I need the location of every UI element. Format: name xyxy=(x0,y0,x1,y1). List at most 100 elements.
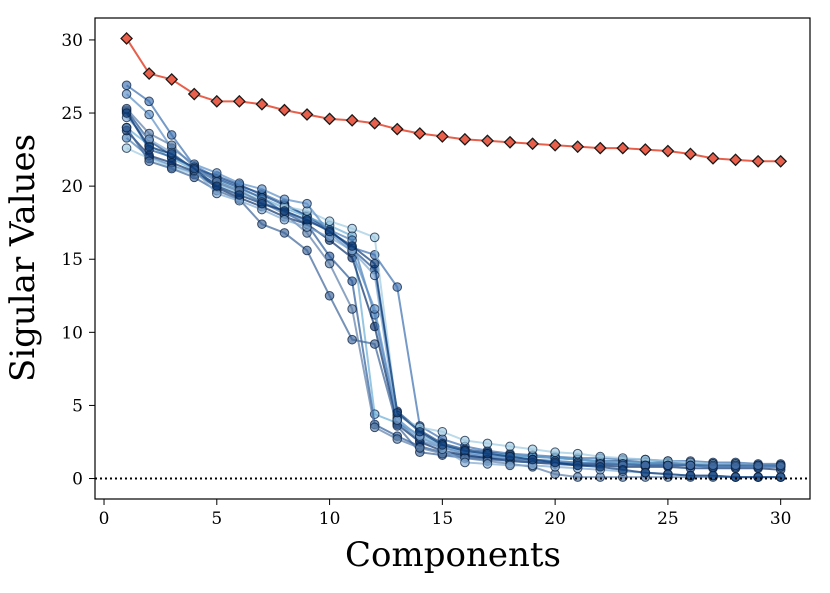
highlight-point-28 xyxy=(751,154,765,168)
y-tick-label-0: 0 xyxy=(72,470,83,490)
highlight-point-20 xyxy=(571,140,585,154)
series-8-point-24 xyxy=(663,460,673,471)
series-11-point-3 xyxy=(189,163,200,174)
y-tick-label-2: 10 xyxy=(61,323,83,343)
series-11-point-27 xyxy=(730,472,741,482)
series-11-point-15 xyxy=(460,445,470,456)
x-tick-label-3: 15 xyxy=(432,509,454,529)
series-4-point-9 xyxy=(324,216,335,227)
highlight-point-6 xyxy=(255,97,269,111)
highlight-point-5 xyxy=(232,94,246,108)
y-tick-label-3: 15 xyxy=(61,250,83,270)
series-11-point-17 xyxy=(505,451,515,462)
series-11-point-9 xyxy=(324,226,335,237)
series-10 xyxy=(121,112,786,482)
series-11-point-25 xyxy=(685,470,696,481)
series-0-line xyxy=(125,84,781,465)
series-11-point-4 xyxy=(211,181,222,191)
series-9-point-20 xyxy=(572,472,583,482)
series-11-point-11 xyxy=(369,258,380,269)
series-0-point-12 xyxy=(392,282,403,292)
series-11-point-1 xyxy=(144,141,154,152)
series-4-point-15 xyxy=(460,435,470,446)
highlight-point-7 xyxy=(278,103,291,117)
highlight-series-line xyxy=(125,37,781,163)
highlight-point-12 xyxy=(390,122,404,136)
series-7-point-8 xyxy=(302,198,312,209)
series-7 xyxy=(121,89,786,472)
series-8-point-26 xyxy=(708,460,718,471)
series-11-line xyxy=(125,112,781,479)
series-0-point-2 xyxy=(166,130,177,140)
y-axis-title: Sigular Values xyxy=(3,134,43,382)
highlight-point-11 xyxy=(368,116,382,130)
x-tick-label-0: 0 xyxy=(99,509,110,529)
series-4-point-16 xyxy=(482,438,493,449)
x-tick-label-4: 20 xyxy=(544,509,566,529)
series-11-point-20 xyxy=(572,460,583,471)
series-11-point-5 xyxy=(234,190,245,200)
y-tick-label-5: 25 xyxy=(61,104,83,124)
series-8-point-6 xyxy=(257,219,267,229)
highlight-point-0 xyxy=(120,32,133,45)
series-5 xyxy=(121,106,786,472)
series-9-line xyxy=(125,107,781,479)
series-10-point-7 xyxy=(279,214,290,225)
y-tick-label-6: 30 xyxy=(61,31,83,51)
series-9-point-11 xyxy=(369,422,380,433)
series-9 xyxy=(121,103,786,482)
highlight-point-17 xyxy=(503,135,517,149)
series-11-point-18 xyxy=(527,454,538,465)
series-7-point-7 xyxy=(279,194,290,205)
series-4-point-11 xyxy=(369,232,380,243)
series-1-line xyxy=(125,109,781,467)
series-11-point-24 xyxy=(663,469,673,479)
series-11-point-8 xyxy=(302,214,312,225)
series-4-point-18 xyxy=(527,444,538,455)
series-11-point-10 xyxy=(347,241,357,251)
series-9-point-12 xyxy=(392,434,403,444)
series-7-point-11 xyxy=(369,304,380,314)
highlight-point-23 xyxy=(638,143,652,156)
series-4-point-14 xyxy=(437,426,448,437)
series-11-point-7 xyxy=(279,206,290,216)
series-5-line xyxy=(125,111,781,468)
series-11-point-29 xyxy=(775,472,786,482)
highlight-point-13 xyxy=(413,127,427,140)
series-9-point-13 xyxy=(414,443,425,453)
series-7-line xyxy=(125,93,781,468)
series-8-point-8 xyxy=(302,245,312,256)
series-11-point-13 xyxy=(414,426,425,437)
series-8-point-25 xyxy=(685,460,696,471)
series-11-point-2 xyxy=(166,149,177,159)
series-4-point-10 xyxy=(347,223,357,234)
highlight-point-8 xyxy=(300,108,314,121)
tick-layer: 0 5 10 15 20 25 30 0 5 10 15 20 25 30 xyxy=(61,31,791,529)
series-0-point-0 xyxy=(121,80,132,91)
series-11-point-23 xyxy=(640,467,651,478)
series-11-point-0 xyxy=(121,108,132,118)
series-4-point-17 xyxy=(505,441,515,452)
series-11-point-12 xyxy=(392,407,403,418)
series-5-point-10 xyxy=(347,276,357,286)
series-7-point-4 xyxy=(211,168,222,178)
highlight-point-18 xyxy=(526,137,539,151)
x-tick-label-2: 10 xyxy=(319,509,341,529)
x-tick-label-5: 25 xyxy=(657,509,679,529)
highlight-point-15 xyxy=(458,132,472,146)
highlight-point-10 xyxy=(345,113,359,127)
series-0 xyxy=(121,80,786,469)
series-0-point-1 xyxy=(144,96,154,107)
series-7-point-6 xyxy=(257,184,267,194)
series-11-point-28 xyxy=(753,472,763,482)
series-8-point-29 xyxy=(775,460,786,471)
series-10-point-17 xyxy=(505,460,515,471)
series-11 xyxy=(121,108,786,482)
series-11-point-16 xyxy=(482,448,493,459)
highlight-point-16 xyxy=(481,134,494,148)
highlight-point-19 xyxy=(548,138,562,152)
series-8-point-1 xyxy=(144,156,154,167)
x-tick-label-1: 5 xyxy=(211,509,222,529)
y-tick-label-1: 5 xyxy=(72,396,83,416)
